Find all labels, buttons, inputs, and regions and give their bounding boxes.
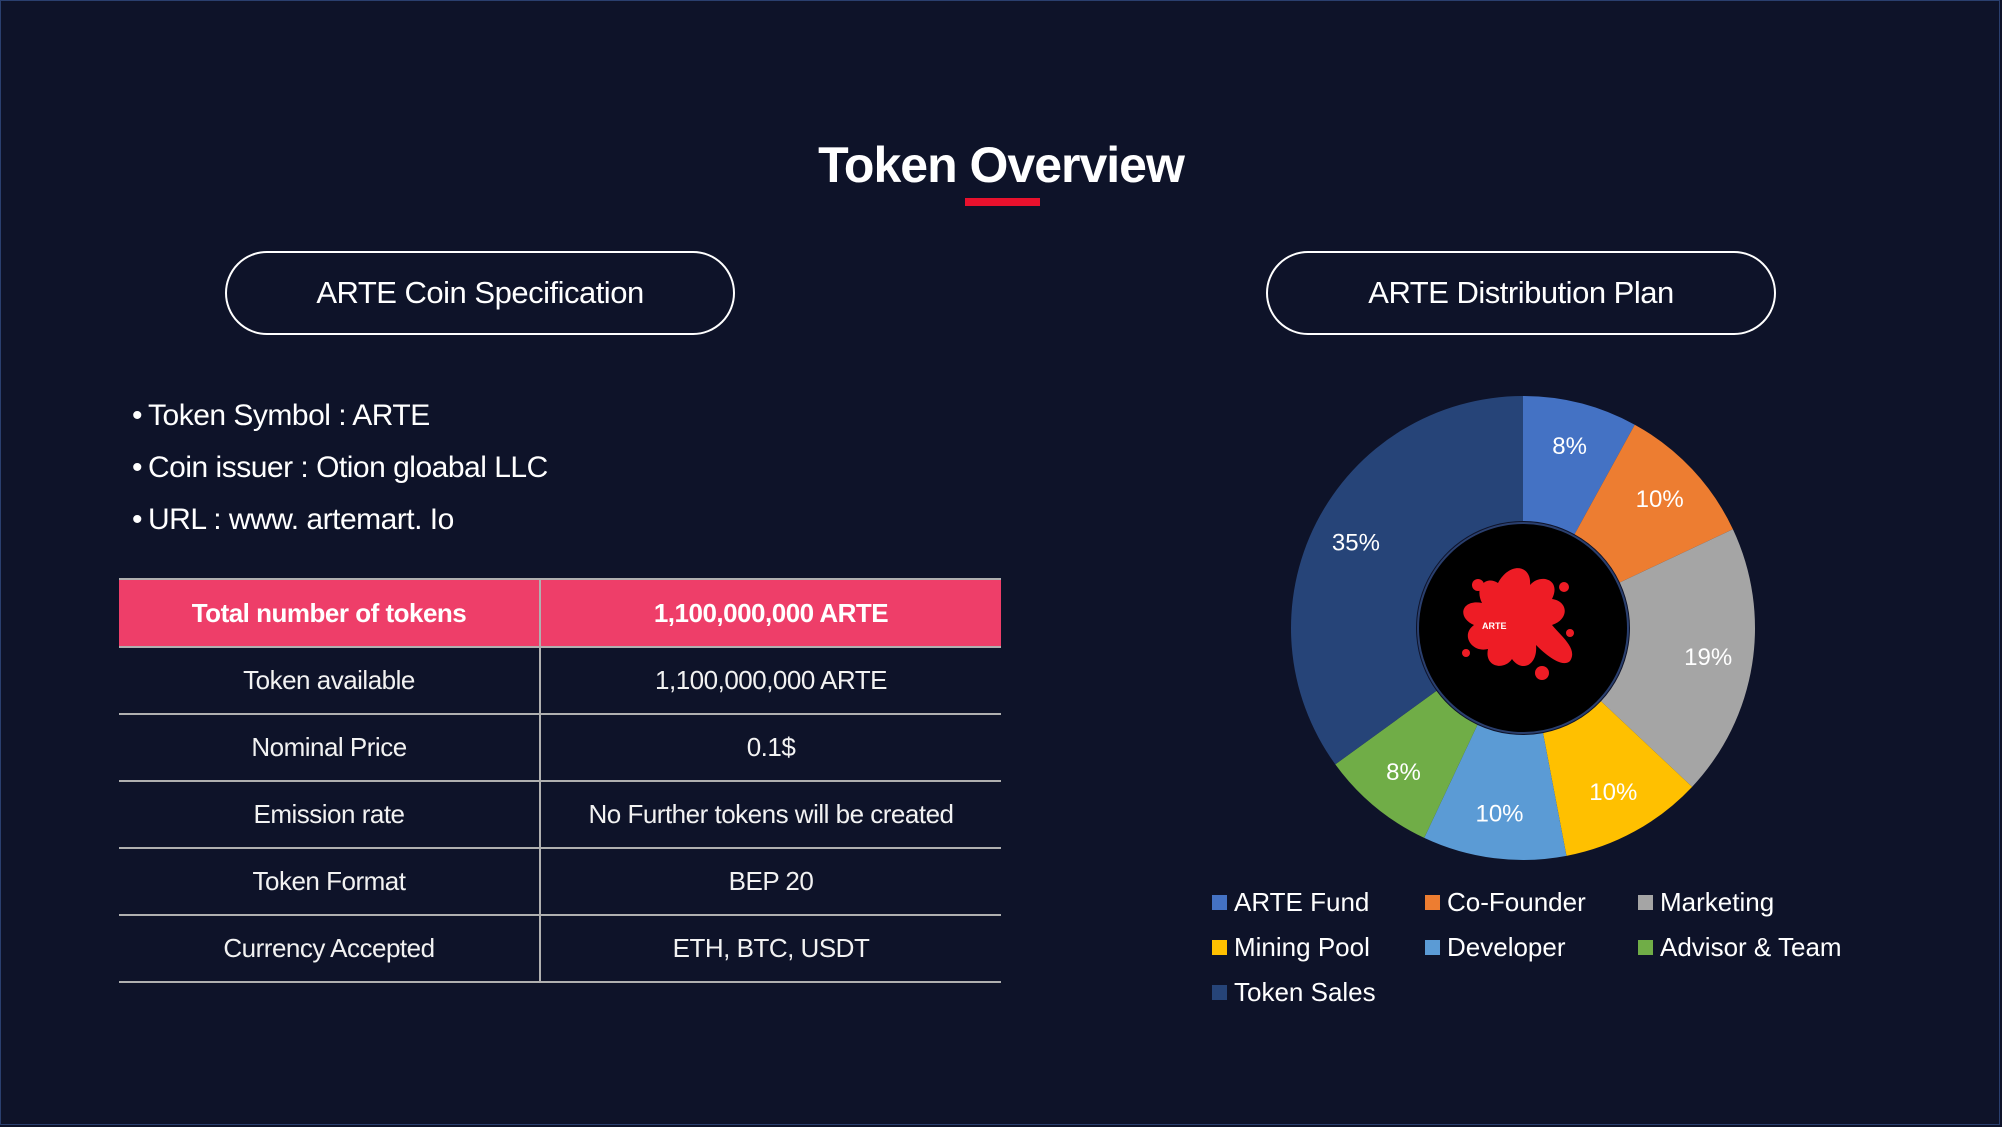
plan-heading-pill: ARTE Distribution Plan (1266, 251, 1776, 335)
table-cell: Emission rate (119, 781, 541, 849)
table-cell: Currency Accepted (119, 915, 541, 983)
legend-swatch (1638, 895, 1653, 910)
doughnut-slice-advisor-team (1335, 690, 1478, 838)
title-underline (965, 198, 1040, 206)
spec-heading-pill: ARTE Coin Specification (225, 251, 735, 335)
legend-item: Mining Pool (1212, 929, 1425, 966)
bullet-text: Token Symbol : ARTE (148, 399, 430, 432)
legend-swatch (1638, 940, 1653, 955)
table-row: Currency Accepted ETH, BTC, USDT (119, 915, 1001, 983)
slice-data-label: 10% (1636, 486, 1684, 513)
slice-data-label: 35% (1332, 529, 1380, 556)
legend-label: Marketing (1660, 887, 1775, 917)
table-cell: 1,100,000,000 ARTE (540, 647, 1001, 715)
doughnut-slice-marketing (1600, 529, 1755, 787)
slice-data-label: 10% (1589, 779, 1637, 806)
spec-bullet-list: • Token Symbol : ARTE • Coin issuer : Otio… (132, 390, 548, 546)
table-row: Emission rate No Further tokens will be … (119, 781, 1001, 849)
doughnut-slice-developer (1424, 724, 1567, 860)
legend-item: Token Sales (1212, 974, 1425, 1011)
table-cell: ETH, BTC, USDT (540, 915, 1001, 983)
doughnut-slice-token-sales (1291, 396, 1523, 765)
table-cell: Token Format (119, 848, 541, 916)
legend-label: Token Sales (1234, 977, 1376, 1007)
bullet-item: • URL : www. artemart. Io (132, 503, 454, 536)
legend-label: Mining Pool (1234, 932, 1370, 962)
doughnut-slice-arte-fund (1523, 396, 1635, 535)
bullet-text: URL : www. artemart. Io (148, 503, 454, 536)
table-row: Token available 1,100,000,000 ARTE (119, 647, 1001, 715)
table-cell: Token available (119, 647, 541, 715)
slice-data-label: 8% (1552, 433, 1587, 460)
logo-text: ARTE (1482, 621, 1507, 631)
legend-item: Co-Founder (1425, 884, 1638, 921)
spec-heading-label: ARTE Coin Specification (316, 275, 644, 310)
legend-item: Marketing (1638, 884, 1892, 921)
legend-item: Advisor & Team (1638, 929, 1892, 966)
legend-swatch (1425, 940, 1440, 955)
legend-label: ARTE Fund (1234, 887, 1370, 917)
page-title: Token Overview (818, 137, 1185, 193)
table-cell: No Further tokens will be created (540, 781, 1001, 849)
legend-label: Advisor & Team (1660, 932, 1842, 962)
legend-swatch (1425, 895, 1440, 910)
table-header-cell: 1,100,000,000 ARTE (540, 578, 1001, 648)
legend-label: Developer (1447, 932, 1566, 962)
doughnut-slice-co-founder (1574, 424, 1733, 583)
arte-splash-logo-icon: ARTE (1462, 568, 1574, 680)
slice-data-label: 10% (1475, 801, 1523, 828)
table-cell: Nominal Price (119, 714, 541, 782)
slice-data-label: 19% (1684, 644, 1732, 671)
table-cell: BEP 20 (540, 848, 1001, 916)
bullet-text: Coin issuer : Otion gloabal LLC (148, 451, 548, 484)
table-cell: 0.1$ (540, 714, 1001, 782)
table-row: Nominal Price 0.1$ (119, 714, 1001, 782)
table-header-row: Total number of tokens 1,100,000,000 ART… (119, 578, 1001, 648)
legend-label: Co-Founder (1447, 887, 1586, 917)
bullet-item: • Coin issuer : Otion gloabal LLC (132, 451, 548, 484)
plan-heading-label: ARTE Distribution Plan (1368, 275, 1674, 310)
chart-legend: ARTE Fund Co-Founder Marketing Mining Pool D… (1212, 884, 1892, 1011)
legend-swatch (1212, 895, 1227, 910)
bullet-item: • Token Symbol : ARTE (132, 399, 430, 432)
legend-item: Developer (1425, 929, 1638, 966)
table-header-cell: Total number of tokens (119, 578, 541, 648)
table-row: Token Format BEP 20 (119, 848, 1001, 916)
doughnut-slice-mining-pool (1543, 701, 1693, 856)
slice-data-label: 8% (1386, 759, 1421, 786)
legend-swatch (1212, 940, 1227, 955)
legend-swatch (1212, 985, 1227, 1000)
token-spec-table: Total number of tokens 1,100,000,000 ART… (119, 578, 1001, 983)
legend-item: ARTE Fund (1212, 884, 1425, 921)
